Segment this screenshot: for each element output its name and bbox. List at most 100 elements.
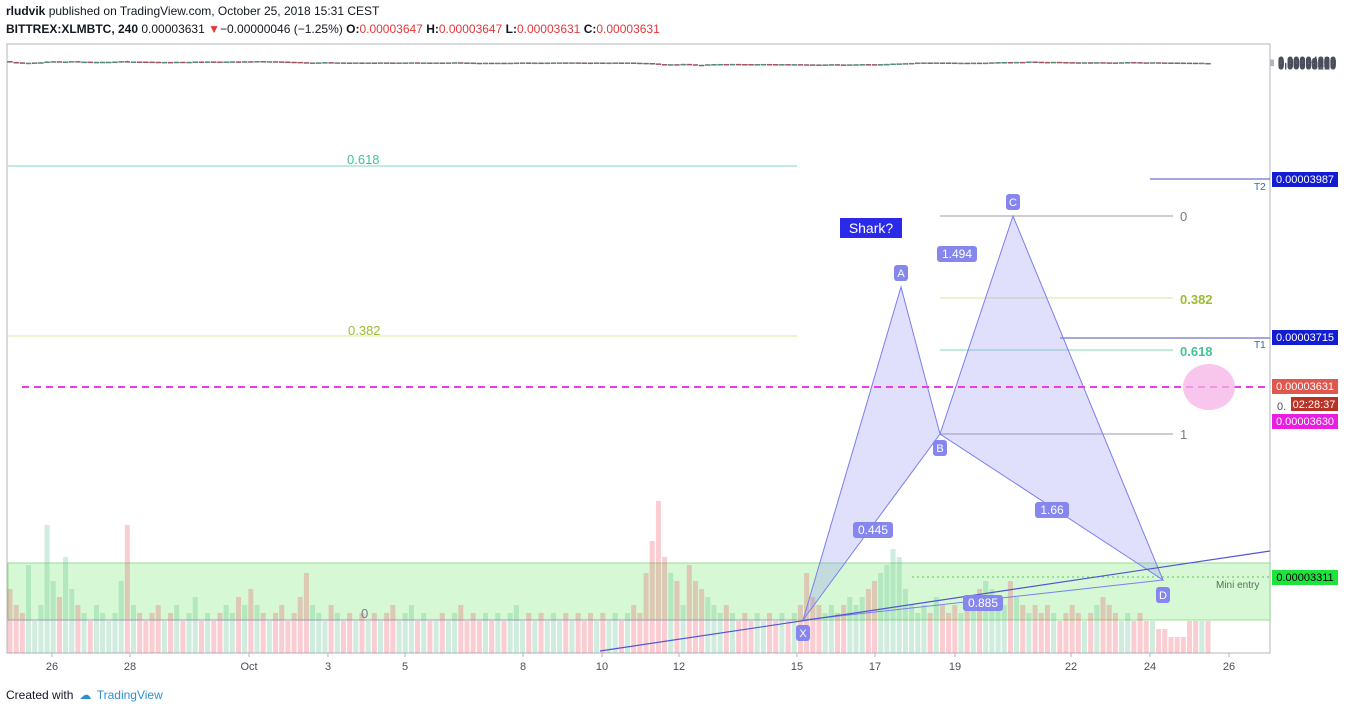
volume-bar <box>1026 613 1032 653</box>
volume-bar <box>983 581 989 653</box>
candle-body <box>822 64 828 66</box>
candle-body <box>359 62 365 64</box>
candle-body <box>1001 62 1007 64</box>
candle-body <box>1044 61 1051 64</box>
volume-bar <box>538 613 544 653</box>
created-with-text: Created with <box>6 688 74 702</box>
candle-body <box>952 62 958 65</box>
candle-body <box>859 64 865 66</box>
pattern-point-c-badge <box>1006 194 1020 210</box>
candle-body <box>1094 62 1100 64</box>
volume-bar <box>87 621 93 653</box>
candle-body <box>427 62 433 64</box>
candle-body <box>297 61 303 64</box>
candle-body <box>1100 62 1106 64</box>
candle-body <box>464 62 470 64</box>
candle-body <box>927 62 933 64</box>
volume-bar <box>198 621 204 653</box>
candle-body <box>260 61 266 63</box>
volume-bar <box>495 613 501 653</box>
candle-body <box>556 62 563 64</box>
candle-body <box>847 64 853 66</box>
candle-body <box>112 61 118 64</box>
volume-bar <box>69 589 75 653</box>
candle-body <box>470 62 476 65</box>
trend-line[interactable] <box>599 550 1271 652</box>
candle-body <box>1205 62 1211 65</box>
candle-body <box>976 62 983 65</box>
time-tick-label: 5 <box>402 661 408 673</box>
candle-body <box>686 63 692 66</box>
candle-body <box>32 62 38 64</box>
candle-body <box>575 62 581 64</box>
price-tick-label: 0.00003800 <box>1278 57 1336 69</box>
candle-body <box>649 62 655 65</box>
volume-bar <box>1131 621 1137 653</box>
low-value: 0.00003631 <box>516 22 581 36</box>
candle-body <box>779 64 785 66</box>
author-name[interactable]: rludvik <box>6 4 46 18</box>
candle-body <box>149 61 155 64</box>
candle-body <box>915 62 921 65</box>
volume-bar <box>19 613 25 653</box>
candle-body <box>544 62 550 65</box>
tradingview-logo-icon[interactable]: ☁ <box>79 688 92 702</box>
volume-bar <box>131 605 137 653</box>
price-tick-label: 0.00003700 <box>1278 58 1336 70</box>
volume-bar <box>964 605 970 653</box>
candle-body <box>192 61 198 63</box>
price-tick-label: 0.00003540 <box>1278 59 1336 71</box>
harmonic-pattern[interactable] <box>802 214 1165 621</box>
volume-bar <box>686 565 692 653</box>
volume-bar <box>223 605 229 653</box>
volume-bar <box>26 565 32 653</box>
symbol-label[interactable]: BITTREX:XLMBTC, 240 <box>6 22 139 36</box>
candle-body <box>908 62 915 65</box>
candle-body <box>1143 62 1149 64</box>
candle-body <box>550 62 557 64</box>
volume-bar <box>742 613 748 653</box>
candle-body <box>569 62 575 64</box>
high-value: 0.00003647 <box>438 22 503 36</box>
time-tick-label: 3 <box>325 661 331 673</box>
candle-body <box>711 64 717 66</box>
volume-bar <box>692 581 698 653</box>
ratio-xd-label: 0.885 <box>968 596 998 610</box>
volume-bar <box>359 613 365 653</box>
volume-bar <box>1063 613 1069 653</box>
candle-body <box>1013 61 1020 64</box>
volume-bar <box>470 613 476 653</box>
volume-bar <box>279 605 285 653</box>
volume-bar <box>1199 621 1205 653</box>
t1-label: T1 <box>1254 340 1266 351</box>
volume-bar <box>1112 613 1118 653</box>
footer: Created with ☁ TradingView <box>6 688 163 702</box>
volume-bar <box>1149 621 1155 653</box>
candle-body <box>624 62 631 64</box>
candle-body <box>130 61 137 63</box>
pattern-labels: X A B C D 0.445 1.494 1.66 0.885 <box>796 194 1170 641</box>
candle-body <box>754 64 760 66</box>
tradingview-link[interactable]: TradingView <box>96 688 163 702</box>
candle-body <box>1032 61 1038 63</box>
ratio-ac-label: 1.494 <box>942 247 972 261</box>
time-axis[interactable]: 26 28 Oct 3 5 8 10 12 15 17 19 22 24 26 <box>46 653 1235 673</box>
volume-bar <box>273 613 279 653</box>
price-axis[interactable]: 0.000042000.000041500.000041000.00004050… <box>1270 55 1336 73</box>
volume-bar <box>1174 637 1180 653</box>
candle-body <box>346 62 353 64</box>
volume-bar <box>427 621 433 653</box>
candle-body <box>593 62 600 64</box>
candle-body <box>890 63 896 66</box>
pattern-point-a-badge <box>894 265 908 281</box>
dash-price-text: 0.00003630 <box>1276 416 1334 428</box>
volume-bar <box>353 621 359 653</box>
candle-body <box>612 62 618 64</box>
volume-bar <box>56 597 62 653</box>
candle-body <box>13 61 19 64</box>
low-label: L: <box>505 22 517 36</box>
candle-body <box>50 61 56 63</box>
volume-bar <box>415 621 421 653</box>
volume-bar <box>322 621 328 653</box>
